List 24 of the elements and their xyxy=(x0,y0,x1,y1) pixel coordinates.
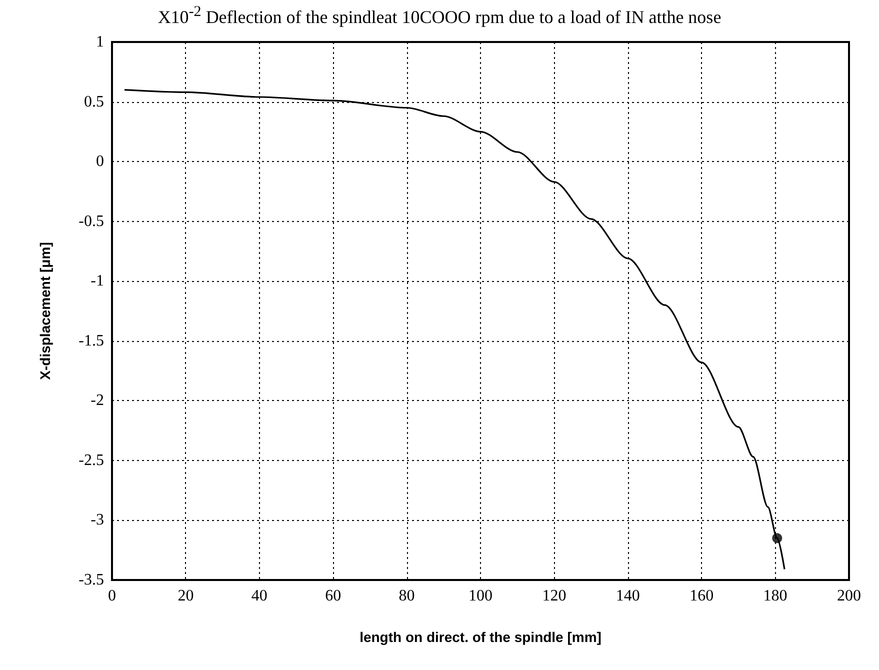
y-tick-label: -3.5 xyxy=(78,572,104,588)
y-tick-label: -1 xyxy=(90,272,104,290)
x-tick-label: 100 xyxy=(468,588,492,604)
x-tick-label: 180 xyxy=(763,588,788,604)
y-axis-title: X-displacement [μm] xyxy=(37,242,53,380)
x-tick-label: 140 xyxy=(616,588,640,604)
y-tick-label: 1 xyxy=(96,34,104,50)
y-tick-label: -2 xyxy=(90,392,104,410)
x-tick-label: 60 xyxy=(325,588,342,604)
x-tick-label: 80 xyxy=(398,588,415,604)
x-tick-label: 40 xyxy=(251,588,268,604)
y-tick-label: -3 xyxy=(90,512,104,529)
y-tick-label: -2.5 xyxy=(78,452,104,469)
x-tick-label: 20 xyxy=(178,588,194,604)
x-tick-label: 120 xyxy=(542,588,566,604)
x-tick-label: 160 xyxy=(690,588,714,604)
y-tick-label: -1.5 xyxy=(78,332,104,350)
y-tick-label: 0.5 xyxy=(84,93,104,110)
y-tick-label: 0 xyxy=(96,153,104,170)
x-tick-label: 0 xyxy=(108,588,116,604)
x-tick-label: 200 xyxy=(837,588,861,604)
y-tick-label: -0.5 xyxy=(78,212,104,230)
x-axis-title: length on direct. of the spindle [mm] xyxy=(360,629,602,645)
chart-title: X10$^{-2}$ Deflection of the spindleat 10COOO rpm due to a load of IN atthe nose xyxy=(156,4,722,28)
